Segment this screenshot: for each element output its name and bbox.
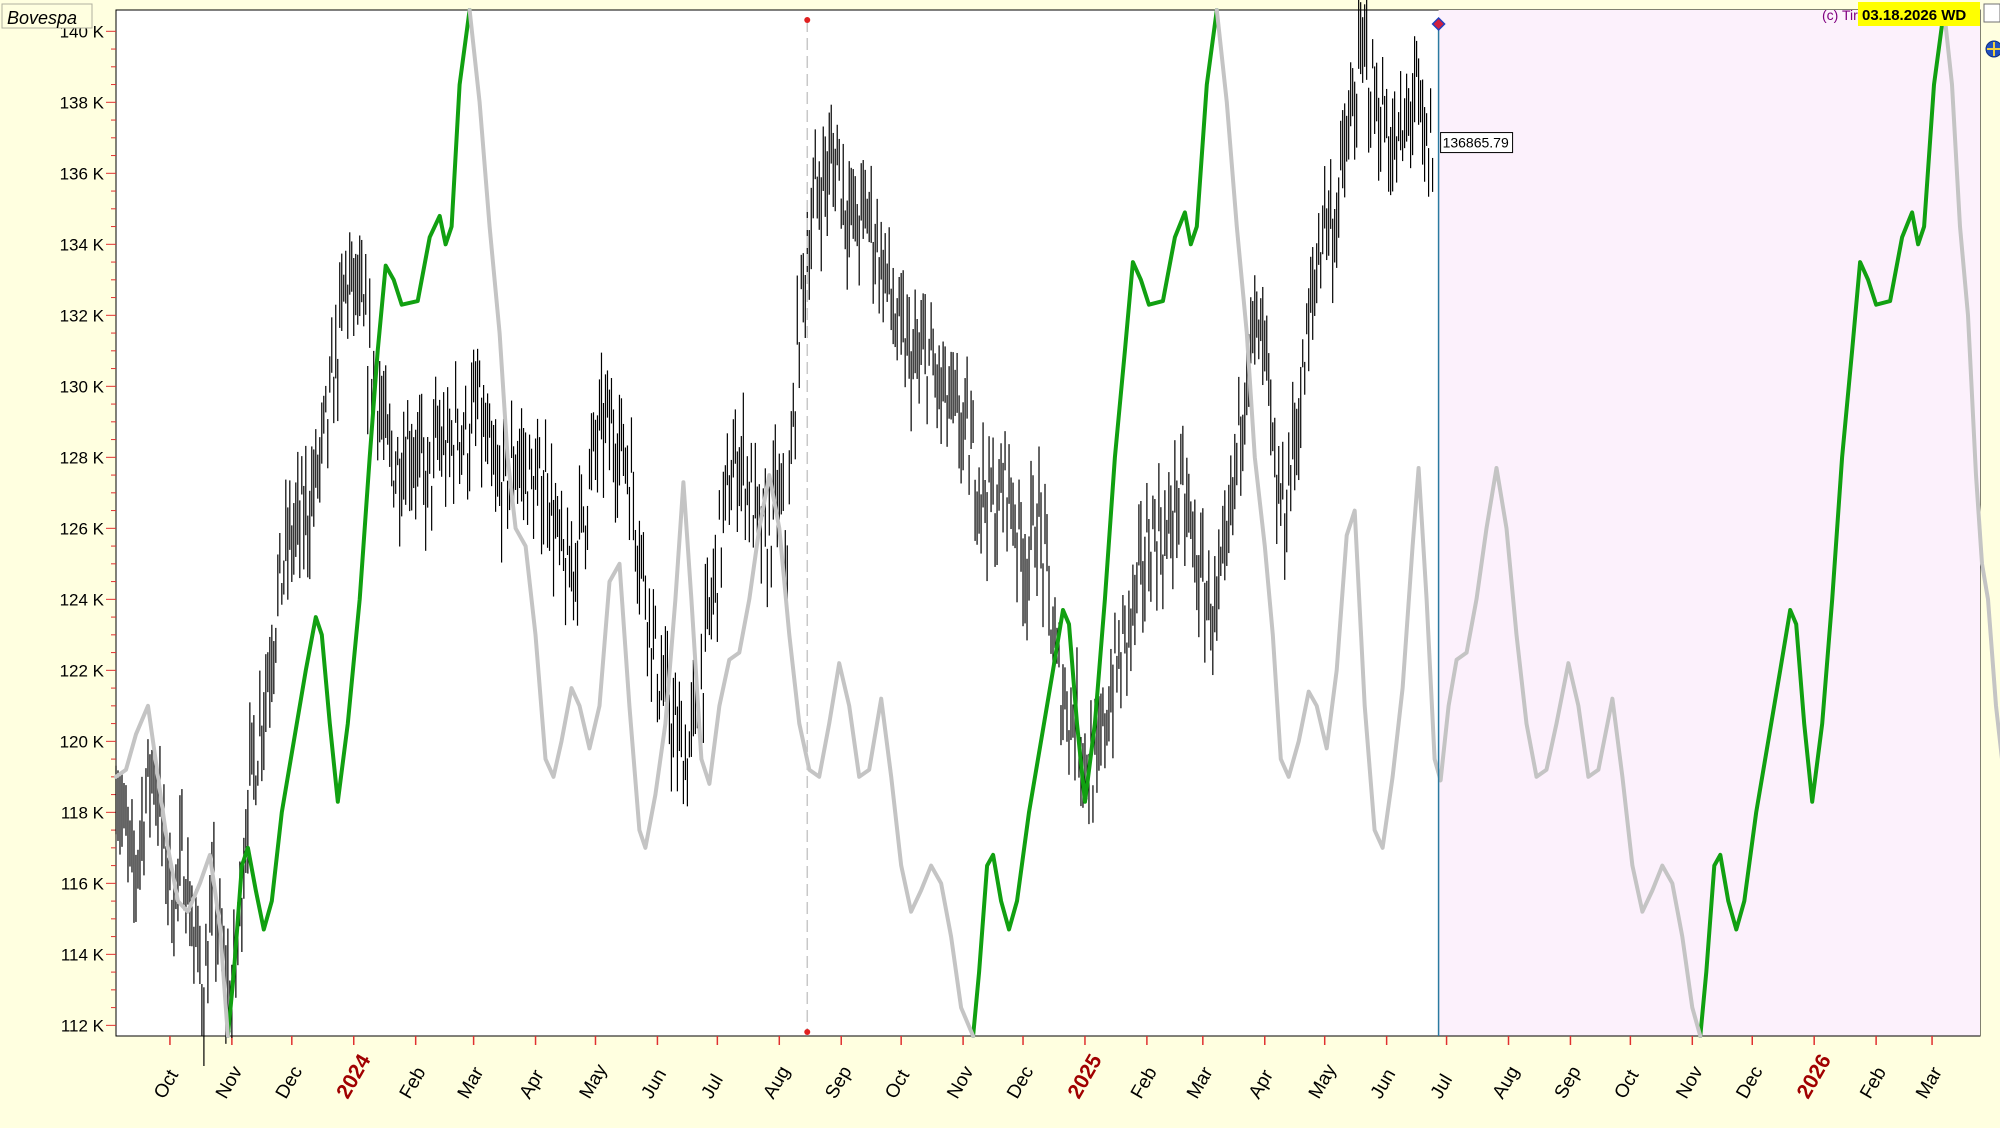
x-month-label: Oct (150, 1066, 183, 1103)
x-month-label: Jun (1367, 1065, 1401, 1102)
cycle-lines (114, 8, 2000, 1038)
last-price-label: 136865.79 (1443, 135, 1509, 151)
y-tick-label: 126 K (60, 519, 105, 538)
x-month-label: Mar (1912, 1063, 1947, 1102)
x-month-label: Feb (396, 1064, 431, 1103)
x-month-label: Nov (212, 1062, 247, 1102)
x-month-label: Oct (881, 1066, 914, 1103)
green-cycle-line (971, 8, 1219, 1038)
x-month-label: May (1305, 1060, 1341, 1102)
x-month-label: Apr (516, 1066, 549, 1103)
x-month-label: May (576, 1060, 612, 1102)
x-month-label: Aug (759, 1063, 794, 1103)
y-tick-label: 118 K (61, 803, 105, 822)
x-month-label: Feb (1856, 1064, 1891, 1103)
x-month-label: Dec (272, 1063, 307, 1103)
y-tick-label: 124 K (60, 590, 105, 609)
y-tick-label: 128 K (60, 448, 105, 467)
y-axis: 112 K 114 K 116 K 118 K 120 K 122 K 124 K 126 K… (60, 10, 117, 1036)
x-month-label: Aug (1489, 1063, 1524, 1103)
gray-cycle-line (1214, 8, 1703, 1038)
title-box (1, 3, 93, 29)
y-tick-label: 122 K (60, 661, 105, 680)
x-month-label: Nov (1672, 1062, 1707, 1102)
x-month-label: Sep (1551, 1063, 1586, 1103)
green-cycle-line (225, 8, 472, 1038)
globe-icon-lines (1987, 42, 2000, 56)
x-month-label: Jul (1427, 1071, 1457, 1103)
y-tick-label: 134 K (60, 235, 105, 254)
green-cycle-line (1698, 8, 1946, 1038)
marker-dot-bottom (804, 1029, 811, 1035)
x-month-label: Oct (1611, 1066, 1644, 1103)
x-month-label: Mar (1183, 1063, 1218, 1102)
x-month-label: Sep (821, 1063, 856, 1103)
x-month-label: Feb (1127, 1064, 1162, 1103)
y-tick-label: 120 K (60, 732, 105, 751)
gray-cycle-line (114, 703, 230, 1038)
x-month-label: Dec (1732, 1063, 1767, 1103)
forecast-diamond-icon (1431, 16, 1446, 32)
x-year-label: 2026 (1793, 1051, 1836, 1103)
last-price-tag: 136865.79 (1440, 132, 1514, 154)
x-month-label: Mar (454, 1063, 489, 1102)
x-month-label: Nov (943, 1062, 978, 1102)
x-month-label: Dec (1003, 1063, 1038, 1103)
markers (804, 16, 1446, 1036)
y-tick-label: 132 K (60, 306, 105, 325)
y-tick-label: 130 K (60, 377, 105, 396)
forecast-region (1438, 10, 1980, 1036)
marker-dot-top (804, 17, 811, 23)
date-box (1858, 2, 1980, 26)
x-month-label: Jul (697, 1071, 727, 1103)
copyright-text: (c) Tir (1822, 7, 1858, 23)
y-tick-label: 112 K (61, 1016, 105, 1035)
y-tick-label: 116 K (61, 874, 105, 893)
x-year-label: 2025 (1063, 1050, 1106, 1102)
chart-title: Bovespa (7, 8, 77, 28)
y-tick-label: 114 K (61, 945, 105, 964)
y-tick-label: 138 K (60, 93, 105, 112)
gray-cycle-line (467, 8, 976, 1038)
minimize-icon[interactable] (1983, 3, 2000, 23)
corner-controls (1983, 3, 2000, 58)
x-month-label: Jun (638, 1065, 672, 1102)
x-year-label: 2024 (332, 1050, 375, 1102)
last-price-box (1440, 132, 1514, 154)
x-axis: Oct Nov Dec 2024 Feb Mar Apr May Jun Jul Aug Sep Oct… (116, 1035, 1980, 1103)
y-tick-label: 136 K (60, 164, 105, 183)
gray-cycle-line (1942, 8, 2000, 760)
date-label: 03.18.2026 WD (1862, 7, 1966, 24)
x-month-label: Apr (1245, 1066, 1278, 1103)
